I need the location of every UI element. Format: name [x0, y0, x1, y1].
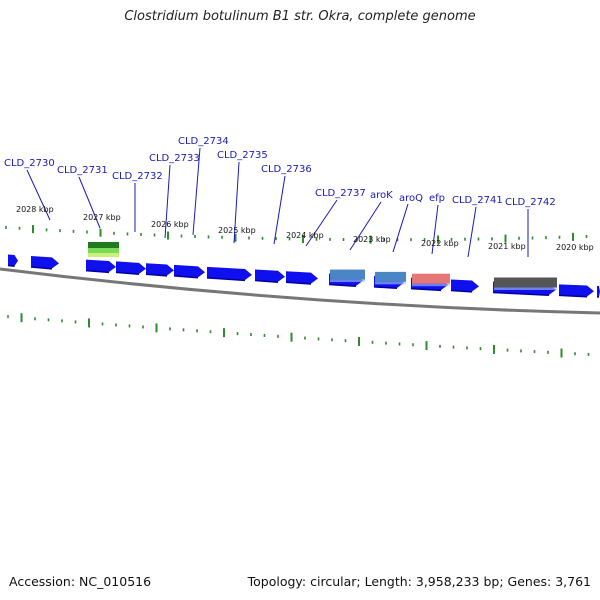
kbp-label: 2028 kbp [16, 205, 54, 214]
leader-line [305, 199, 338, 247]
cds-arrow-shadow [254, 279, 279, 283]
cds-arrow [559, 284, 594, 297]
leader-line [26, 169, 51, 221]
kbp-label: 2025 kbp [218, 226, 256, 235]
cds-arrow-shadow [206, 277, 246, 282]
gene-label: CLD_2736 [261, 164, 312, 175]
cds-arrow [146, 263, 174, 276]
trna-feature-highlight [412, 283, 450, 287]
gene-label: CLD_2742 [505, 197, 556, 208]
cds-arrow-shadow [7, 264, 15, 267]
outer-tick-ring [5, 225, 588, 244]
cds-arrow-shadow [285, 281, 312, 285]
green-feature-mid [88, 248, 119, 253]
kbp-label: 2024 kbp [286, 231, 324, 240]
genome-backbone [0, 267, 600, 315]
cds-arrow [255, 269, 285, 282]
kbp-label: 2020 kbp [556, 243, 594, 252]
label-leader-lines [26, 147, 529, 258]
leader-line [392, 203, 409, 253]
gene-label: CLD_2737 [315, 188, 366, 199]
cds-arrow [31, 256, 59, 269]
leader-line [273, 175, 286, 245]
kbp-label: 2022 kbp [421, 239, 459, 248]
rrna-feature-highlight [330, 279, 365, 283]
cds-arrow-shadow [410, 287, 442, 292]
cds-arrow [86, 259, 116, 272]
gene-label: CLD_2730 [4, 158, 55, 169]
cds-arrow-shadow [492, 291, 550, 296]
misc-feature-highlight [494, 287, 557, 291]
genome-title: Clostridium botulinum B1 str. Okra, comp… [124, 9, 476, 24]
leader-line [349, 201, 382, 251]
cds-arrow-shadow [328, 283, 357, 288]
cds-arrow-shadow [173, 275, 199, 279]
gene-label: aroQ [399, 193, 423, 204]
kbp-label: 2026 kbp [151, 220, 189, 229]
kbp-labels: 2028 kbp 2027 kbp 2026 kbp 2025 kbp 2024… [16, 205, 594, 252]
leader-line [467, 206, 477, 258]
cds-arrow-shadow [145, 273, 168, 277]
rrna-feature [330, 269, 365, 280]
cds-arrow [8, 254, 18, 266]
gene-label: CLD_2733 [149, 153, 200, 164]
rrna-feature [375, 271, 406, 282]
kbp-label: 2023 kbp [353, 235, 391, 244]
kbp-label: 2021 kbp [488, 242, 526, 251]
misc-feature [494, 277, 557, 288]
cds-arrow [597, 285, 600, 297]
gene-label: efp [429, 193, 445, 204]
gene-label: CLD_2731 [57, 165, 108, 176]
gene-label: CLD_2735 [217, 150, 268, 161]
cds-arrow [174, 264, 205, 278]
rrna-feature-highlight [375, 281, 406, 285]
cds-arrow-shadow [85, 269, 110, 274]
feature-track [7, 242, 600, 298]
cds-arrow-shadow [558, 294, 588, 298]
gene-label: aroK [370, 190, 393, 201]
cds-arrow-shadow [450, 289, 473, 293]
gene-label: CLD_2741 [452, 195, 503, 206]
gene-label: CLD_2732 [112, 171, 163, 182]
cds-arrow [286, 271, 318, 284]
trna-feature [412, 273, 450, 284]
inner-tick-ring [7, 313, 590, 358]
kbp-label: 2027 kbp [83, 213, 121, 222]
cds-arrow [207, 266, 252, 280]
leader-line [431, 204, 439, 255]
green-feature [88, 242, 119, 248]
cds-arrow [116, 261, 146, 274]
gene-labels: CLD_2730 CLD_2731 CLD_2732 CLD_2733 CLD_… [4, 136, 556, 208]
leader-line [192, 147, 201, 236]
cds-arrow [451, 279, 479, 292]
leader-line [78, 176, 101, 229]
leader-line [233, 161, 240, 244]
cds-arrow-shadow [373, 286, 398, 290]
cds-arrow-shadow [115, 271, 140, 276]
genome-summary: Topology: circular; Length: 3,958,233 bp… [247, 574, 591, 589]
gene-label: CLD_2734 [178, 136, 229, 147]
leader-line [164, 164, 171, 239]
green-feature-light [88, 253, 119, 257]
cds-arrow-shadow [30, 266, 53, 270]
accession-text: Accession: NC_010516 [9, 574, 152, 589]
